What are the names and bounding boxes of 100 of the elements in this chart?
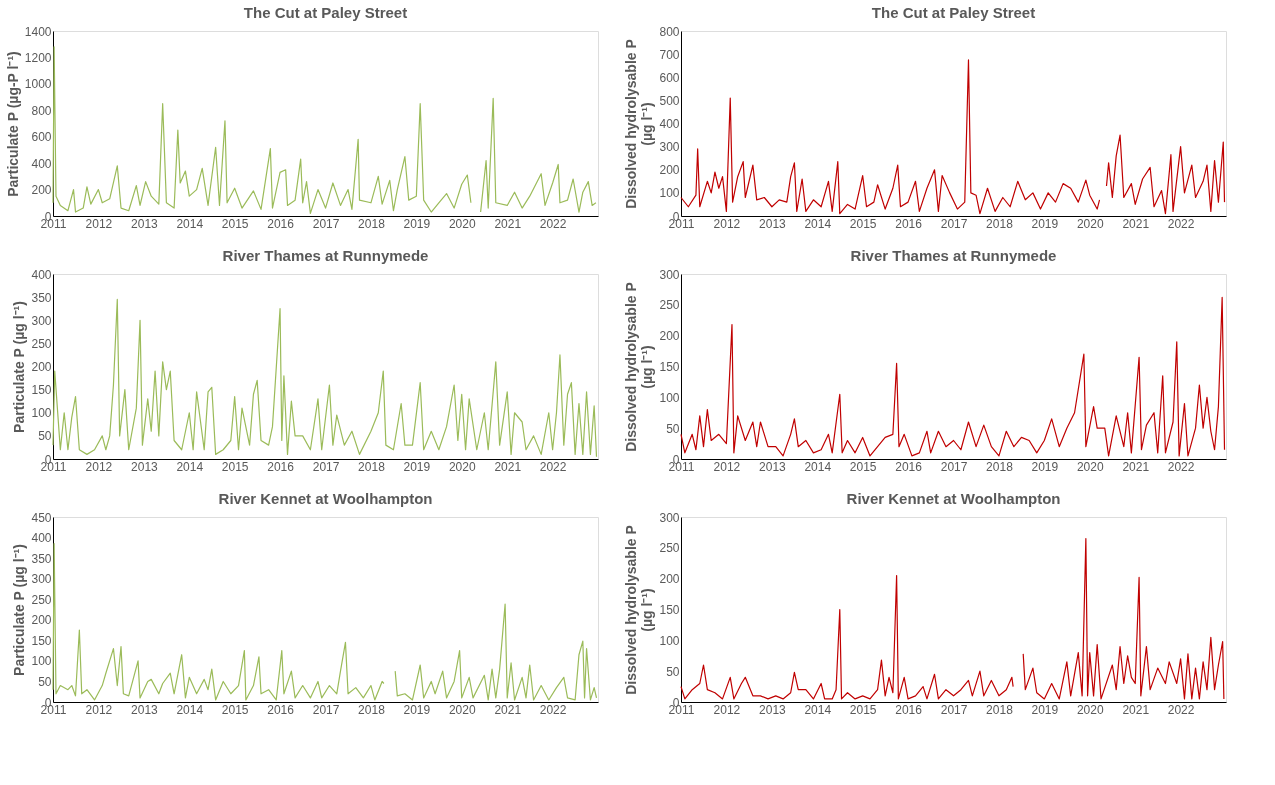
y-tick-label: 50	[38, 674, 52, 689]
x-tick-label: 2021	[494, 459, 522, 474]
y-tick-label: 1400	[24, 24, 52, 39]
x-tick-label: 2012	[85, 216, 113, 231]
x-tick-label: 2013	[131, 702, 159, 717]
x-tick-label: 2018	[358, 216, 386, 231]
x-tick-label: 2014	[176, 216, 204, 231]
y-tick-label: 1200	[24, 50, 52, 65]
x-tick-label: 2017	[940, 702, 968, 717]
x-tick-label: 2016	[267, 459, 295, 474]
y-tick-label: 400	[31, 267, 52, 282]
x-tick-label: 2016	[895, 216, 923, 231]
x-tick-label: 2021	[1122, 216, 1150, 231]
y-tick-label: 600	[31, 130, 52, 145]
x-tick-label: 2022	[539, 702, 567, 717]
y-tick-label: 200	[659, 163, 680, 178]
x-tick-label: 2014	[804, 702, 832, 717]
x-tick-label: 2020	[1076, 459, 1104, 474]
y-tick-label: 250	[31, 336, 52, 351]
x-tick-label: 2012	[713, 216, 741, 231]
y-tick-label: 50	[666, 664, 680, 679]
x-tick-label: 2019	[1031, 216, 1059, 231]
y-tick-label: 100	[659, 186, 680, 201]
x-tick-label: 2019	[403, 702, 431, 717]
x-tick-label: 2014	[176, 702, 204, 717]
x-tick-label: 2019	[1031, 459, 1059, 474]
x-tick-label: 2018	[986, 702, 1014, 717]
y-tick-label: 100	[31, 654, 52, 669]
y-tick-label: 700	[659, 47, 680, 62]
x-tick-label: 2022	[1167, 702, 1195, 717]
x-tick-label: 2013	[131, 216, 159, 231]
y-tick-label: 800	[659, 24, 680, 39]
x-tick-label: 2016	[267, 702, 295, 717]
y-tick-label: 600	[659, 70, 680, 85]
x-tick-label: 2012	[713, 459, 741, 474]
x-tick-label: 2020	[1076, 216, 1104, 231]
x-tick-label: 2012	[713, 702, 741, 717]
y-axis-title: Particulate P (µg l⁻¹)	[11, 301, 28, 433]
y-axis-title: Dissolved hydrolysable P (µg l⁻¹)	[623, 282, 656, 452]
y-tick-label: 150	[31, 633, 52, 648]
x-tick-label: 2018	[986, 459, 1014, 474]
x-tick-label: 2018	[358, 702, 386, 717]
y-axis-title: Particulate P (µg-P l⁻¹)	[4, 51, 21, 197]
x-tick-label: 2013	[759, 216, 787, 231]
chart-title: River Kennet at Woolhampton	[218, 490, 433, 507]
x-tick-label: 2021	[1122, 702, 1150, 717]
y-tick-label: 100	[31, 406, 52, 421]
y-tick-label: 350	[31, 290, 52, 305]
x-tick-label: 2017	[940, 216, 968, 231]
x-tick-label: 2016	[895, 459, 923, 474]
x-tick-label: 2020	[448, 216, 476, 231]
y-tick-label: 150	[31, 383, 52, 398]
x-tick-label: 2017	[312, 702, 340, 717]
x-tick-label: 2019	[403, 216, 431, 231]
x-tick-label: 2017	[312, 459, 340, 474]
x-tick-label: 2020	[448, 702, 476, 717]
x-tick-label: 2018	[358, 459, 386, 474]
x-tick-label: 2013	[131, 459, 159, 474]
chart-title: River Thames at Runnymede	[850, 247, 1057, 264]
x-tick-label: 2017	[940, 459, 968, 474]
y-tick-label: 300	[31, 572, 52, 587]
y-tick-label: 1000	[24, 77, 52, 92]
y-axis-title: Dissolved hydrolysable P (µg l⁻¹)	[623, 39, 656, 209]
x-tick-label: 2014	[804, 459, 832, 474]
y-tick-label: 150	[659, 603, 680, 617]
chart-title: River Kennet at Woolhampton	[846, 490, 1061, 507]
x-tick-label: 2018	[986, 216, 1014, 231]
y-tick-label: 250	[659, 298, 680, 313]
x-tick-label: 2016	[895, 702, 923, 717]
y-tick-label: 200	[659, 572, 680, 587]
x-tick-label: 2016	[267, 216, 295, 231]
chart-title: The Cut at Paley Street	[871, 4, 1036, 21]
x-tick-label: 2020	[1076, 702, 1104, 717]
x-tick-label: 2022	[539, 459, 567, 474]
y-tick-label: 250	[659, 541, 680, 556]
y-tick-label: 300	[659, 140, 680, 155]
x-tick-label: 2014	[804, 216, 832, 231]
x-tick-label: 2021	[494, 216, 522, 231]
x-tick-label: 2015	[221, 702, 249, 717]
chart-title: River Thames at Runnymede	[222, 247, 429, 264]
x-tick-label: 2021	[1122, 459, 1150, 474]
x-tick-label: 2014	[176, 459, 204, 474]
x-tick-label: 2013	[759, 702, 787, 717]
y-tick-label: 300	[31, 313, 52, 328]
y-tick-label: 250	[31, 592, 52, 607]
y-tick-label: 300	[659, 267, 680, 282]
y-tick-label: 400	[659, 117, 680, 131]
x-tick-label: 2017	[312, 216, 340, 231]
x-tick-label: 2015	[221, 216, 249, 231]
x-tick-label: 2012	[85, 459, 113, 474]
x-tick-label: 2012	[85, 702, 113, 717]
x-tick-label: 2022	[1167, 216, 1195, 231]
y-tick-label: 400	[31, 156, 52, 171]
y-tick-label: 200	[31, 360, 52, 374]
x-tick-label: 2015	[221, 459, 249, 474]
y-tick-label: 350	[31, 551, 52, 566]
y-tick-label: 150	[659, 360, 680, 374]
x-tick-label: 2015	[849, 216, 877, 231]
x-tick-label: 2013	[759, 459, 787, 474]
x-tick-label: 2015	[849, 702, 877, 717]
